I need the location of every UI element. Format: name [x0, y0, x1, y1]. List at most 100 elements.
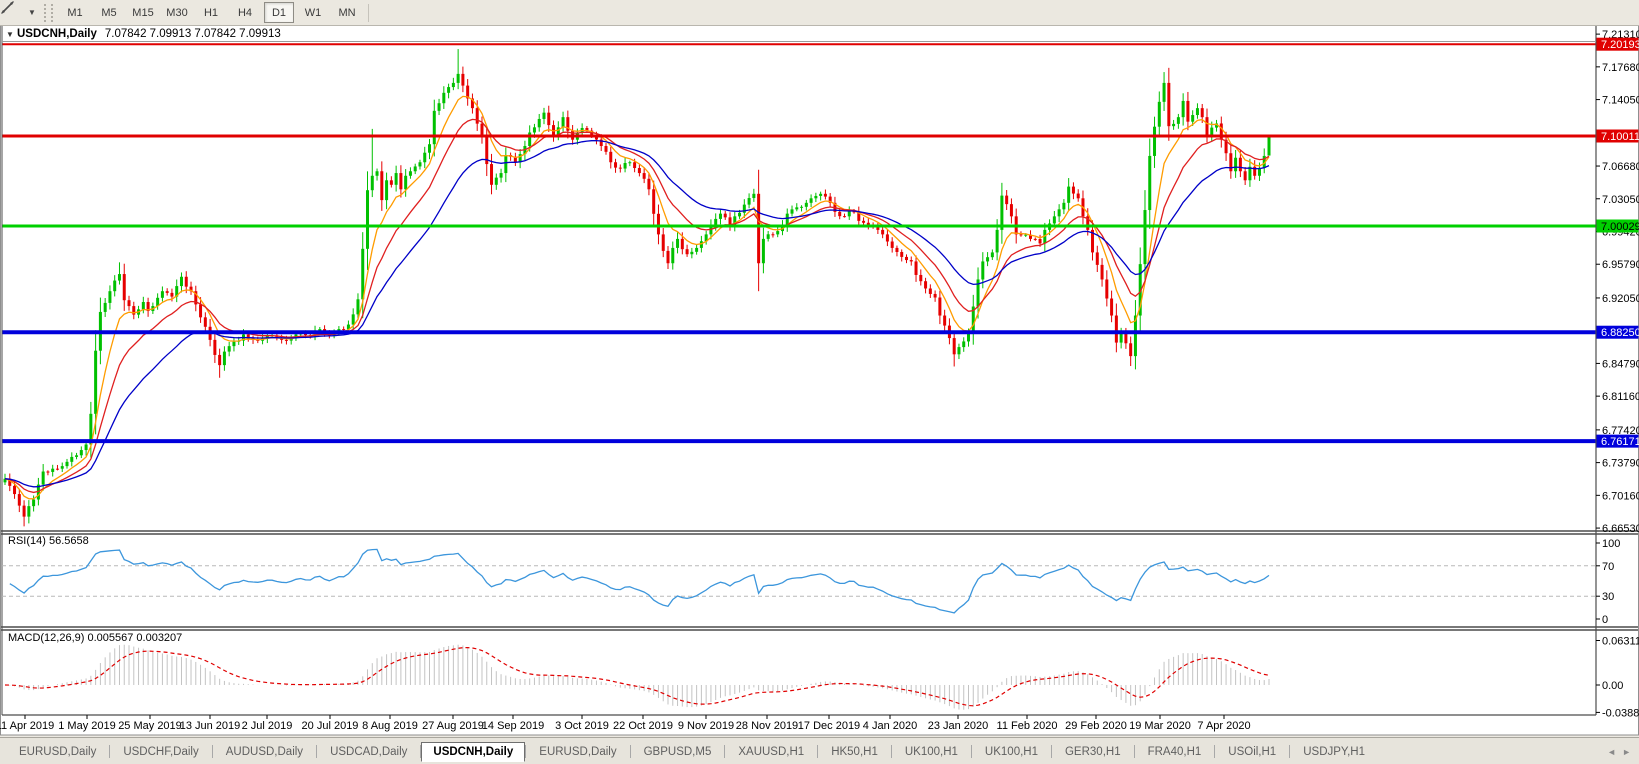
tab-separator: [629, 745, 631, 758]
chart-tab-audusd-daily[interactable]: AUDUSD,Daily: [225, 745, 304, 758]
tab-separator: [1133, 745, 1135, 758]
price-line-badge: 7.00029: [1601, 221, 1639, 233]
timeframe-button-h4[interactable]: H4: [237, 6, 253, 19]
price-tick-label: 6.84790: [1602, 358, 1639, 370]
macd-indicator-label: MACD(12,26,9) 0.005567 0.003207: [8, 632, 183, 644]
moving-average-14: [4, 118, 1270, 494]
chart-title-strip: ▼ USDCNH,Daily 7.07842 7.09913 7.07842 7…: [3, 27, 1595, 41]
price-tick-label: 6.95790: [1602, 259, 1639, 271]
chart-tab-hk50-h1[interactable]: HK50,H1: [831, 745, 878, 758]
macd-panel[interactable]: 0.063113 0.00 -0.038872: [4, 636, 1639, 720]
price-tick-label: 7.06680: [1602, 161, 1639, 173]
rsi-axis-label: 30: [1602, 591, 1614, 603]
chart-tab-usdchf-daily[interactable]: USDCHF,Daily: [123, 745, 199, 758]
tab-separator: [890, 745, 892, 758]
chart-tab-usdcnh-daily[interactable]: USDCNH,Daily: [421, 741, 526, 762]
chart-tab-uk100-h1[interactable]: UK100,H1: [984, 745, 1038, 758]
line-tools-dropdown-caret[interactable]: ▼: [28, 8, 36, 17]
timeframe-button-m5[interactable]: M5: [101, 6, 117, 19]
date-tick-label: 2 Jul 2019: [242, 720, 293, 732]
date-tick-label: 3 Oct 2019: [555, 720, 609, 732]
chart-tab-gbpusd-m5[interactable]: GBPUSD,M5: [643, 745, 712, 758]
rsi-line: [9, 548, 1270, 614]
timeframe-buttons: M1 M5 M15 M30 H1 H4 D1 W1 MN: [58, 2, 364, 23]
date-tick-label: 29 Feb 2020: [1065, 720, 1127, 732]
chart-symbol-period: USDCNH,Daily: [17, 28, 97, 40]
timeframe-button-m1[interactable]: M1: [67, 6, 83, 19]
timeframe-button-m30[interactable]: M30: [166, 6, 188, 19]
tab-separator: [1289, 745, 1291, 758]
date-tick-label: 14 Sep 2019: [482, 720, 544, 732]
timeframe-button-w1[interactable]: W1: [304, 6, 322, 19]
timeframe-button-mn[interactable]: MN: [338, 6, 356, 19]
rsi-axis-label: 0: [1602, 614, 1608, 626]
rsi-plot-area[interactable]: [2, 533, 1596, 627]
date-tick-label: 13 Jun 2019: [180, 720, 241, 732]
date-tick-label: 28 Nov 2019: [736, 720, 798, 732]
timeframe-button-m15[interactable]: M15: [132, 6, 154, 19]
tab-separator: [970, 745, 972, 758]
chart-canvas[interactable]: 7.213107.176807.140507.066807.030506.994…: [0, 0, 1639, 737]
line-tools-button[interactable]: [1, 1, 25, 23]
chart-tab-xauusd-h1[interactable]: XAUUSD,H1: [738, 745, 805, 758]
tab-separator: [724, 745, 726, 758]
date-tick-label: 22 Oct 2019: [613, 720, 673, 732]
tab-separator: [817, 745, 819, 758]
chart-ohlc-values: 7.07842 7.09913 7.07842 7.09913: [104, 28, 281, 40]
chart-tab-usdjpy-h1[interactable]: USDJPY,H1: [1303, 745, 1366, 758]
tab-separator: [420, 745, 422, 758]
tab-separator: [109, 745, 111, 758]
date-tick-label: 11 Apr 2019: [0, 720, 54, 732]
tab-scroll-left-icon[interactable]: ◄: [1607, 746, 1617, 757]
chart-tab-eurusd-daily[interactable]: EURUSD,Daily: [539, 745, 617, 758]
chart-tab-usoil-h1[interactable]: USOil,H1: [1228, 745, 1277, 758]
rsi-axis-label: 70: [1602, 561, 1614, 573]
price-tick-label: 6.92050: [1602, 293, 1639, 305]
tab-separator: [525, 745, 527, 758]
chart-tab-uk100-h1[interactable]: UK100,H1: [904, 745, 958, 758]
tab-separator: [316, 745, 318, 758]
rsi-indicator-label: RSI(14) 56.5658: [8, 535, 89, 547]
price-line-badge: 6.76171: [1601, 436, 1639, 448]
chart-tab-ger30-h1[interactable]: GER30,H1: [1064, 745, 1121, 758]
date-tick-label: 1 May 2019: [58, 720, 115, 732]
timeframe-button-h1[interactable]: H1: [203, 6, 219, 19]
date-tick-label: 25 May 2019: [118, 720, 182, 732]
chart-tab-fra40-h1[interactable]: FRA40,H1: [1147, 745, 1202, 758]
main-chart-plot-area[interactable]: [2, 42, 1596, 531]
date-tick-label: 20 Jul 2019: [302, 720, 359, 732]
date-tick-label: 23 Jan 2020: [928, 720, 989, 732]
date-tick-label: 11 Feb 2020: [997, 720, 1058, 732]
date-tick-label: 17 Dec 2019: [798, 720, 860, 732]
price-tick-label: 7.17680: [1602, 62, 1639, 74]
macd-axis-label: -0.038872: [1602, 707, 1639, 719]
tab-separator: [1050, 745, 1052, 758]
toolbar-grip[interactable]: [44, 3, 53, 22]
top-toolbar: ▼ M1 M5 M15 M30 H1 H4 D1 W1 MN: [0, 0, 1639, 26]
macd-axis-label: 0.00: [1602, 680, 1623, 692]
timeframe-button-d1[interactable]: D1: [264, 2, 294, 23]
trendline-cursor-icon: [1, 1, 14, 14]
price-tick-label: 7.03050: [1602, 194, 1639, 206]
chart-tab-eurusd-daily[interactable]: EURUSD,Daily: [19, 745, 97, 758]
chart-tab-usdcad-daily[interactable]: USDCAD,Daily: [330, 745, 408, 758]
tab-nav: ◄ ►: [1607, 747, 1631, 757]
macd-signal-line: [4, 646, 1270, 707]
tab-separator: [1214, 745, 1216, 758]
price-line-badge: 6.88250: [1601, 327, 1639, 339]
price-axis[interactable]: 7.213107.176807.140507.066807.030506.994…: [1596, 29, 1639, 535]
rsi-axis-label: 100: [1602, 538, 1620, 550]
macd-plot-area[interactable]: [2, 630, 1596, 714]
tab-scroll-right-icon[interactable]: ►: [1622, 746, 1631, 757]
tab-separator: [211, 745, 213, 758]
rsi-panel[interactable]: 100 70 30 0: [2, 538, 1620, 626]
chart-tab-bar: EURUSD,Daily USDCHF,Daily AUDUSD,Daily USDC…: [0, 737, 1639, 764]
date-tick-label: 4 Jan 2020: [863, 720, 917, 732]
chart-collapse-icon[interactable]: ▼: [6, 29, 14, 39]
date-tick-label: 8 Aug 2019: [362, 720, 418, 732]
price-tick-label: 6.73790: [1602, 458, 1639, 470]
price-tick-label: 6.81160: [1602, 391, 1639, 403]
price-tick-label: 6.70160: [1602, 490, 1639, 502]
